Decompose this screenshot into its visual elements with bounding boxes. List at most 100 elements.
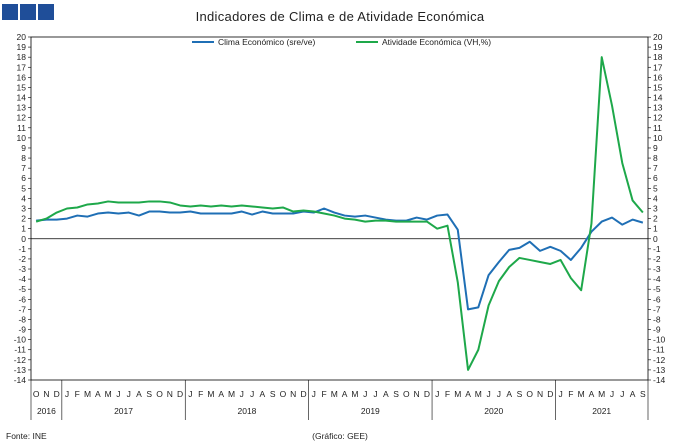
y-tick-label-right: 18 — [653, 52, 663, 62]
x-month-label: D — [547, 389, 553, 399]
y-tick-label-right: 17 — [653, 62, 663, 72]
brand-logo-square-1 — [2, 4, 18, 20]
chart-title: Indicadores de Clima e de Atividade Econ… — [195, 9, 485, 24]
x-year-label: 2018 — [237, 406, 256, 416]
x-month-label: F — [198, 389, 203, 399]
x-month-label: S — [146, 389, 152, 399]
x-month-label: A — [383, 389, 389, 399]
series-line-clima — [36, 207, 644, 311]
y-tick-label-left: 4 — [21, 193, 26, 203]
x-month-label: A — [95, 389, 101, 399]
x-month-label: J — [250, 389, 254, 399]
x-month-label: M — [598, 389, 605, 399]
y-tick-label-left: 12 — [17, 113, 27, 123]
x-month-label: A — [465, 389, 471, 399]
x-year-label: 2019 — [361, 406, 380, 416]
x-month-label: M — [454, 389, 461, 399]
y-tick-label-right: 8 — [653, 153, 658, 163]
x-month-label: F — [321, 389, 326, 399]
y-tick-label-left: 11 — [17, 123, 26, 133]
legend-swatch-clima — [192, 41, 214, 43]
x-month-label: O — [403, 389, 410, 399]
y-tick-label-left: -9 — [18, 325, 26, 335]
y-tick-label-right: -8 — [653, 314, 661, 324]
x-month-label: J — [620, 389, 624, 399]
y-tick-label-right: 11 — [653, 123, 662, 133]
x-month-label: M — [105, 389, 112, 399]
y-tick-label-left: 19 — [17, 42, 27, 52]
x-month-label: J — [240, 389, 244, 399]
y-tick-label-left: 17 — [17, 62, 27, 72]
y-tick-label-left: -5 — [18, 284, 26, 294]
x-month-label: A — [506, 389, 512, 399]
x-month-label: O — [280, 389, 287, 399]
x-month-label: J — [65, 389, 69, 399]
y-tick-label-right: 14 — [653, 93, 663, 103]
y-tick-label-right: 9 — [653, 143, 658, 153]
y-tick-label-right: -13 — [653, 365, 666, 375]
y-tick-label-left: -3 — [18, 264, 26, 274]
y-tick-label-left: 20 — [17, 32, 27, 42]
y-tick-label-left: 13 — [17, 103, 27, 113]
y-tick-label-left: 8 — [21, 153, 26, 163]
x-month-label: M — [207, 389, 214, 399]
x-month-label: N — [43, 389, 49, 399]
series-line-atividade — [35, 56, 644, 371]
x-month-label: M — [84, 389, 91, 399]
y-tick-label-left: 10 — [17, 133, 27, 143]
x-month-label: J — [558, 389, 562, 399]
y-tick-label-right: 16 — [653, 72, 663, 82]
legend-item-clima: Clima Económico (sre/ve) — [192, 37, 315, 47]
x-month-label: J — [373, 389, 377, 399]
y-tick-label-left: 3 — [21, 204, 26, 214]
x-month-label: J — [188, 389, 192, 399]
legend-label-clima: Clima Económico (sre/ve) — [218, 37, 316, 47]
x-month-label: F — [445, 389, 450, 399]
x-month-label: J — [312, 389, 316, 399]
x-month-label: A — [342, 389, 348, 399]
y-tick-label-left: -12 — [14, 355, 27, 365]
y-tick-label-left: -1 — [18, 244, 26, 254]
y-tick-label-right: -9 — [653, 325, 661, 335]
brand-logo-square-2 — [20, 4, 36, 20]
x-month-label: J — [435, 389, 439, 399]
y-tick-label-left: -7 — [18, 304, 26, 314]
x-month-label: O — [33, 389, 40, 399]
y-tick-label-right: 3 — [653, 204, 658, 214]
y-tick-label-left: 16 — [17, 72, 27, 82]
x-month-label: J — [127, 389, 131, 399]
x-month-label: S — [517, 389, 523, 399]
x-month-label: N — [414, 389, 420, 399]
y-tick-label-left: -10 — [14, 335, 27, 345]
y-tick-label-left: -4 — [18, 274, 26, 284]
y-tick-label-left: -8 — [18, 314, 26, 324]
y-tick-label-right: 15 — [653, 82, 663, 92]
y-tick-label-right: -10 — [653, 335, 666, 345]
y-tick-label-left: 0 — [21, 234, 26, 244]
x-year-label: 2020 — [484, 406, 503, 416]
y-tick-label-left: 9 — [21, 143, 26, 153]
x-month-label: A — [136, 389, 142, 399]
x-month-label: O — [156, 389, 163, 399]
x-month-label: M — [475, 389, 482, 399]
x-month-label: F — [568, 389, 573, 399]
x-month-label: N — [290, 389, 296, 399]
x-month-label: M — [578, 389, 585, 399]
source-note: Fonte: INE — [6, 431, 47, 441]
legend-swatch-atividade — [356, 41, 378, 43]
x-month-label: J — [363, 389, 367, 399]
legend-item-atividade: Atividade Económica (VH,%) — [356, 37, 491, 47]
x-month-label: J — [610, 389, 614, 399]
x-month-label: D — [424, 389, 430, 399]
x-month-label: A — [260, 389, 266, 399]
plot-frame — [30, 36, 649, 381]
x-month-label: J — [486, 389, 490, 399]
x-month-label: N — [167, 389, 173, 399]
y-tick-label-right: 2 — [653, 214, 658, 224]
brand-logo-square-3 — [38, 4, 54, 20]
y-tick-label-right: -12 — [653, 355, 666, 365]
x-month-label: D — [54, 389, 60, 399]
y-tick-label-left: 5 — [21, 183, 26, 193]
y-tick-label-left: -14 — [14, 375, 27, 385]
y-tick-label-right: 20 — [653, 32, 663, 42]
